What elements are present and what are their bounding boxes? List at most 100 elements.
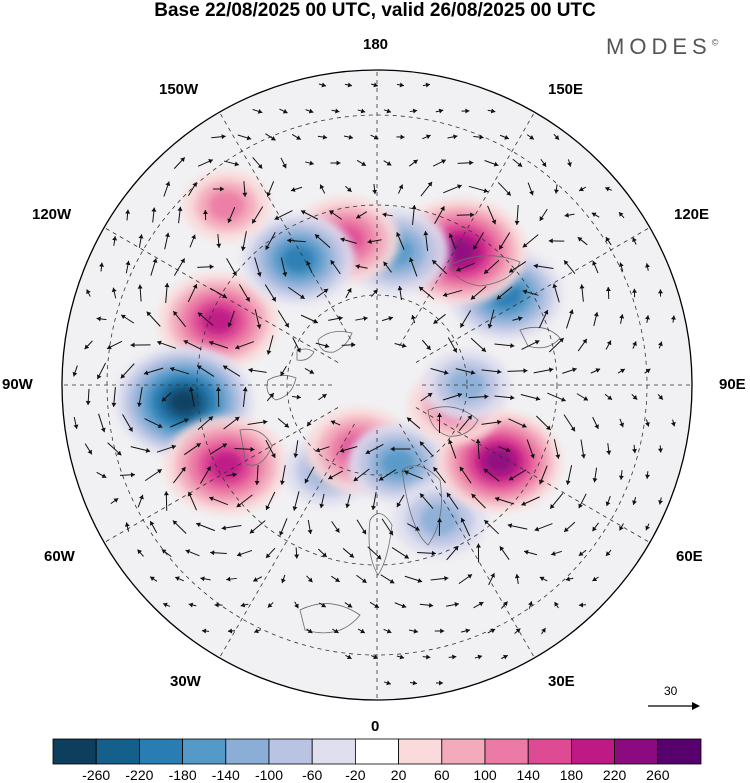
wind-arrow — [632, 497, 637, 505]
lon-label-150e: 150E — [548, 81, 584, 98]
wind-arrow — [632, 341, 637, 349]
wind-arrow — [404, 575, 423, 583]
wind-arrow — [670, 315, 676, 323]
colorbar-tick-label: 140 — [516, 767, 540, 783]
wind-arrow — [265, 547, 276, 559]
lon-label-0: 0 — [371, 718, 380, 735]
wind-arrow — [344, 82, 353, 88]
wind-arrow — [371, 491, 377, 511]
wind-arrow — [315, 342, 330, 349]
wind-arrow — [475, 438, 481, 460]
wind-arrow — [442, 392, 463, 401]
wind-arrow — [508, 418, 527, 428]
wind-arrow — [540, 158, 547, 168]
wind-arrow — [216, 234, 222, 248]
wind-arrow — [547, 392, 566, 402]
colorbar-tick-label: -260 — [82, 767, 111, 783]
anomaly-level — [380, 449, 416, 478]
wind-arrow — [391, 547, 410, 559]
wind-arrow — [397, 285, 403, 301]
wind-arrow — [445, 602, 460, 607]
colorbar-swatch — [571, 738, 616, 765]
wind-arrow — [432, 159, 447, 167]
wind-arrow — [138, 234, 144, 248]
wind-arrow — [383, 680, 392, 686]
wind-arrow — [487, 628, 496, 634]
wind-arrow — [328, 470, 343, 480]
wind-arrow — [409, 108, 418, 114]
wind-arrow — [227, 206, 236, 224]
wind-arrow — [137, 494, 144, 508]
colorbar-swatch — [52, 738, 97, 765]
wind-arrow — [357, 628, 366, 634]
wind-arrow — [210, 550, 227, 556]
wind-arrow — [457, 160, 474, 166]
wind-arrow — [222, 365, 241, 377]
colorbar-swatch — [614, 738, 659, 765]
wind-arrow — [164, 232, 170, 250]
wind-arrow — [252, 576, 263, 582]
wind-arrow — [470, 286, 487, 300]
wind-arrow — [533, 367, 554, 374]
wind-arrow — [631, 288, 637, 298]
wind-arrow — [396, 494, 405, 508]
wind-arrow — [196, 522, 215, 532]
wind-arrow — [237, 134, 252, 141]
wind-arrow — [460, 517, 471, 537]
wind-arrow — [419, 602, 434, 608]
wind-arrow — [234, 341, 255, 350]
wind-arrow — [430, 575, 449, 581]
wind-arrow — [210, 287, 227, 299]
wind-arrow — [447, 134, 458, 140]
wind-arrow — [249, 520, 266, 534]
wind-arrow — [578, 493, 587, 509]
wind-arrow — [383, 160, 392, 166]
wind-arrow — [549, 492, 564, 510]
wind-arrow — [304, 466, 315, 484]
wind-arrow — [281, 574, 286, 584]
wind-arrow — [221, 524, 242, 531]
wind-arrow — [461, 108, 470, 114]
wind-arrow — [331, 521, 340, 533]
wind-arrow — [494, 496, 515, 505]
wind-arrow — [507, 523, 528, 530]
colorbar-tick-label: -100 — [254, 767, 284, 783]
wind-arrow — [187, 283, 198, 303]
wind-arrow — [420, 392, 433, 402]
wind-arrow — [111, 386, 117, 408]
wind-arrow — [645, 315, 650, 323]
wind-arrow — [487, 309, 495, 329]
meridian-line — [415, 227, 650, 363]
wind-arrow — [197, 415, 214, 431]
wind-arrow — [110, 497, 119, 505]
wind-arrow — [247, 419, 268, 426]
wind-arrow — [473, 232, 484, 250]
wind-arrow — [604, 393, 613, 401]
lon-label-120e: 120E — [674, 206, 710, 223]
wind-arrow — [332, 628, 339, 634]
wind-arrow — [593, 311, 599, 327]
wind-arrow — [618, 262, 624, 272]
meridian-line — [104, 407, 339, 543]
wind-arrow — [564, 212, 575, 218]
wind-arrow — [417, 550, 436, 556]
wind-arrow — [161, 392, 172, 402]
wind-arrow — [443, 184, 462, 194]
wind-arrow — [137, 387, 143, 407]
colorbar-swatch — [268, 738, 313, 765]
wind-arrow — [345, 654, 352, 660]
wind-arrow — [330, 420, 341, 426]
meridian-line — [399, 423, 535, 658]
wind-arrow — [484, 160, 499, 167]
wind-arrow — [382, 212, 393, 218]
wind-arrow — [96, 362, 107, 380]
wind-arrow — [565, 465, 573, 485]
wind-arrow — [188, 387, 195, 407]
wind-arrow — [406, 417, 421, 429]
wind-arrow — [340, 237, 357, 244]
wind-arrow — [398, 184, 404, 194]
wind-arrow — [658, 341, 663, 349]
wind-arrow — [306, 260, 313, 274]
wind-arrow — [200, 466, 211, 484]
wind-arrow — [274, 210, 293, 220]
